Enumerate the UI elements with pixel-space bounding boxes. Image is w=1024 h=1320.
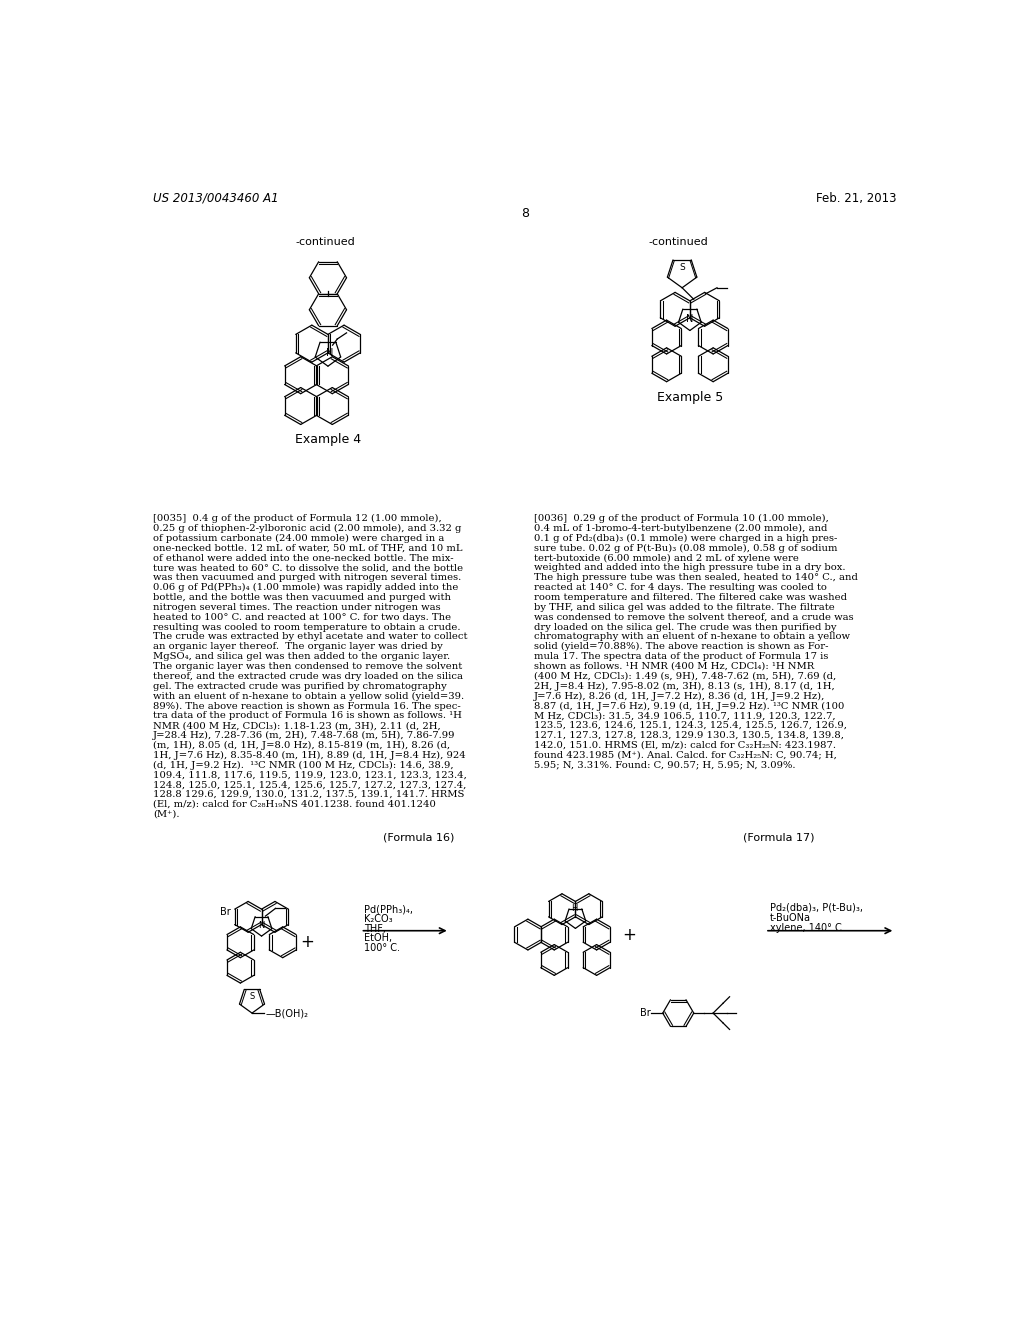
- Text: was condensed to remove the solvent thereof, and a crude was: was condensed to remove the solvent ther…: [535, 612, 854, 622]
- Text: Br: Br: [219, 907, 230, 917]
- Text: 100° C.: 100° C.: [365, 944, 400, 953]
- Text: bottle, and the bottle was then vacuumed and purged with: bottle, and the bottle was then vacuumed…: [153, 593, 451, 602]
- Text: dry loaded on the silica gel. The crude was then purified by: dry loaded on the silica gel. The crude …: [535, 623, 837, 631]
- Text: (El, m/z): calcd for C₂₈H₁₉NS 401.1238. found 401.1240: (El, m/z): calcd for C₂₈H₁₉NS 401.1238. …: [153, 800, 435, 809]
- Text: tert-butoxide (6.00 mmole) and 2 mL of xylene were: tert-butoxide (6.00 mmole) and 2 mL of x…: [535, 553, 799, 562]
- Text: MgSO₄, and silica gel was then added to the organic layer.: MgSO₄, and silica gel was then added to …: [153, 652, 450, 661]
- Text: heated to 100° C. and reacted at 100° C. for two days. The: heated to 100° C. and reacted at 100° C.…: [153, 612, 451, 622]
- Text: Pd₂(dba)₃, P(t-Bu)₃,: Pd₂(dba)₃, P(t-Bu)₃,: [770, 903, 862, 912]
- Text: Example 5: Example 5: [656, 391, 723, 404]
- Text: +: +: [623, 925, 636, 944]
- Text: 128.8 129.6, 129.9, 130.0, 131.2, 137.5, 139.1, 141.7. HRMS: 128.8 129.6, 129.9, 130.0, 131.2, 137.5,…: [153, 791, 464, 799]
- Text: H: H: [570, 904, 578, 913]
- Text: [0035]  0.4 g of the product of Formula 12 (1.00 mmole),: [0035] 0.4 g of the product of Formula 1…: [153, 515, 441, 523]
- Text: (d, 1H, J=9.2 Hz).  ¹³C NMR (100 M Hz, CDCl₃): 14.6, 38.9,: (d, 1H, J=9.2 Hz). ¹³C NMR (100 M Hz, CD…: [153, 760, 454, 770]
- Text: (400 M Hz, CDCl₃): 1.49 (s, 9H), 7.48-7.62 (m, 5H), 7.69 (d,: (400 M Hz, CDCl₃): 1.49 (s, 9H), 7.48-7.…: [535, 672, 837, 681]
- Text: —B(OH)₂: —B(OH)₂: [265, 1008, 308, 1018]
- Text: S: S: [679, 263, 685, 272]
- Text: an organic layer thereof.  The organic layer was dried by: an organic layer thereof. The organic la…: [153, 643, 442, 651]
- Text: found 423.1985 (M⁺). Anal. Calcd. for C₃₂H₂₅N: C, 90.74; H,: found 423.1985 (M⁺). Anal. Calcd. for C₃…: [535, 751, 837, 760]
- Text: (m, 1H), 8.05 (d, 1H, J=8.0 Hz), 8.15-819 (m, 1H), 8.26 (d,: (m, 1H), 8.05 (d, 1H, J=8.0 Hz), 8.15-81…: [153, 741, 450, 750]
- Text: (Formula 17): (Formula 17): [743, 833, 815, 842]
- Text: THF,: THF,: [365, 924, 386, 935]
- Text: 1H, J=7.6 Hz), 8.35-8.40 (m, 1H), 8.89 (d, 1H, J=8.4 Hz), 924: 1H, J=7.6 Hz), 8.35-8.40 (m, 1H), 8.89 (…: [153, 751, 466, 760]
- Text: t-BuONa: t-BuONa: [770, 912, 811, 923]
- Text: reacted at 140° C. for 4 days. The resulting was cooled to: reacted at 140° C. for 4 days. The resul…: [535, 583, 827, 593]
- Text: with an eluent of n-hexane to obtain a yellow solid (yield=39.: with an eluent of n-hexane to obtain a y…: [153, 692, 464, 701]
- Text: 109.4, 111.8, 117.6, 119.5, 119.9, 123.0, 123.1, 123.3, 123.4,: 109.4, 111.8, 117.6, 119.5, 119.9, 123.0…: [153, 771, 467, 779]
- Text: 8: 8: [521, 207, 528, 220]
- Text: 8.87 (d, 1H, J=7.6 Hz), 9.19 (d, 1H, J=9.2 Hz). ¹³C NMR (100: 8.87 (d, 1H, J=7.6 Hz), 9.19 (d, 1H, J=9…: [535, 701, 845, 710]
- Text: xylene, 140° C.: xylene, 140° C.: [770, 923, 845, 933]
- Text: N: N: [258, 921, 265, 929]
- Text: K₂CO₃: K₂CO₃: [365, 915, 393, 924]
- Text: J=28.4 Hz), 7.28-7.36 (m, 2H), 7.48-7.68 (m, 5H), 7.86-7.99: J=28.4 Hz), 7.28-7.36 (m, 2H), 7.48-7.68…: [153, 731, 456, 741]
- Text: +: +: [301, 933, 314, 952]
- Text: (M⁺).: (M⁺).: [153, 810, 179, 818]
- Text: N: N: [686, 314, 693, 323]
- Text: N: N: [326, 348, 333, 358]
- Text: Feb. 21, 2013: Feb. 21, 2013: [816, 191, 897, 205]
- Text: 127.1, 127.3, 127.8, 128.3, 129.9 130.3, 130.5, 134.8, 139.8,: 127.1, 127.3, 127.8, 128.3, 129.9 130.3,…: [535, 731, 844, 741]
- Text: by THF, and silica gel was added to the filtrate. The filtrate: by THF, and silica gel was added to the …: [535, 603, 835, 612]
- Text: mula 17. The spectra data of the product of Formula 17 is: mula 17. The spectra data of the product…: [535, 652, 828, 661]
- Text: The organic layer was then condensed to remove the solvent: The organic layer was then condensed to …: [153, 663, 462, 671]
- Text: 0.1 g of Pd₂(dba)₃ (0.1 mmole) were charged in a high pres-: 0.1 g of Pd₂(dba)₃ (0.1 mmole) were char…: [535, 533, 838, 543]
- Text: M Hz, CDCl₃): 31.5, 34.9 106.5, 110.7, 111.9, 120.3, 122.7,: M Hz, CDCl₃): 31.5, 34.9 106.5, 110.7, 1…: [535, 711, 836, 721]
- Text: 0.25 g of thiophen-2-ylboronic acid (2.00 mmole), and 3.32 g: 0.25 g of thiophen-2-ylboronic acid (2.0…: [153, 524, 461, 533]
- Text: solid (yield=70.88%). The above reaction is shown as For-: solid (yield=70.88%). The above reaction…: [535, 643, 828, 651]
- Text: sure tube. 0.02 g of P(t-Bu)₃ (0.08 mmole), 0.58 g of sodium: sure tube. 0.02 g of P(t-Bu)₃ (0.08 mmol…: [535, 544, 838, 553]
- Text: room temperature and filtered. The filtered cake was washed: room temperature and filtered. The filte…: [535, 593, 847, 602]
- Text: 89%). The above reaction is shown as Formula 16. The spec-: 89%). The above reaction is shown as For…: [153, 701, 461, 710]
- Text: The high pressure tube was then sealed, heated to 140° C., and: The high pressure tube was then sealed, …: [535, 573, 858, 582]
- Text: 0.4 mL of 1-bromo-4-tert-butylbenzene (2.00 mmole), and: 0.4 mL of 1-bromo-4-tert-butylbenzene (2…: [535, 524, 827, 533]
- Text: 123.5, 123.6, 124.6, 125.1, 124.3, 125.4, 125.5, 126.7, 126.9,: 123.5, 123.6, 124.6, 125.1, 124.3, 125.4…: [535, 721, 847, 730]
- Text: Example 4: Example 4: [295, 433, 361, 446]
- Text: of ethanol were added into the one-necked bottle. The mix-: of ethanol were added into the one-necke…: [153, 553, 454, 562]
- Text: 2H, J=8.4 Hz), 7.95-8.02 (m, 3H), 8.13 (s, 1H), 8.17 (d, 1H,: 2H, J=8.4 Hz), 7.95-8.02 (m, 3H), 8.13 (…: [535, 681, 835, 690]
- Text: Br: Br: [640, 1008, 650, 1018]
- Text: 0.06 g of Pd(PPh₃)₄ (1.00 mmole) was rapidly added into the: 0.06 g of Pd(PPh₃)₄ (1.00 mmole) was rap…: [153, 583, 458, 593]
- Text: S: S: [250, 993, 255, 1002]
- Text: tra data of the product of Formula 16 is shown as follows. ¹H: tra data of the product of Formula 16 is…: [153, 711, 462, 721]
- Text: -continued: -continued: [296, 236, 355, 247]
- Text: chromatography with an eluent of n-hexane to obtain a yellow: chromatography with an eluent of n-hexan…: [535, 632, 850, 642]
- Text: US 2013/0043460 A1: US 2013/0043460 A1: [153, 191, 279, 205]
- Text: NMR (400 M Hz, CDCl₃): 1.18-1.23 (m, 3H), 2.11 (d, 2H,: NMR (400 M Hz, CDCl₃): 1.18-1.23 (m, 3H)…: [153, 721, 440, 730]
- Text: one-necked bottle. 12 mL of water, 50 mL of THF, and 10 mL: one-necked bottle. 12 mL of water, 50 mL…: [153, 544, 462, 553]
- Text: [0036]  0.29 g of the product of Formula 10 (1.00 mmole),: [0036] 0.29 g of the product of Formula …: [535, 515, 829, 523]
- Text: 5.95; N, 3.31%. Found: C, 90.57; H, 5.95; N, 3.09%.: 5.95; N, 3.31%. Found: C, 90.57; H, 5.95…: [535, 760, 796, 770]
- Text: was then vacuumed and purged with nitrogen several times.: was then vacuumed and purged with nitrog…: [153, 573, 461, 582]
- Text: nitrogen several times. The reaction under nitrogen was: nitrogen several times. The reaction und…: [153, 603, 440, 612]
- Text: 142.0, 151.0. HRMS (El, m/z): calcd for C₃₂H₂₅N: 423.1987.: 142.0, 151.0. HRMS (El, m/z): calcd for …: [535, 741, 837, 750]
- Text: shown as follows. ¹H NMR (400 M Hz, CDCl₄): ¹H NMR: shown as follows. ¹H NMR (400 M Hz, CDCl…: [535, 663, 814, 671]
- Text: Pd(PPh₃)₄,: Pd(PPh₃)₄,: [365, 904, 414, 915]
- Text: -continued: -continued: [648, 236, 709, 247]
- Text: (Formula 16): (Formula 16): [383, 833, 455, 842]
- Text: resulting was cooled to room temperature to obtain a crude.: resulting was cooled to room temperature…: [153, 623, 461, 631]
- Text: gel. The extracted crude was purified by chromatography: gel. The extracted crude was purified by…: [153, 681, 446, 690]
- Text: 124.8, 125.0, 125.1, 125.4, 125.6, 125.7, 127.2, 127.3, 127.4,: 124.8, 125.0, 125.1, 125.4, 125.6, 125.7…: [153, 780, 466, 789]
- Text: The crude was extracted by ethyl acetate and water to collect: The crude was extracted by ethyl acetate…: [153, 632, 467, 642]
- Text: J=7.6 Hz), 8.26 (d, 1H, J=7.2 Hz), 8.36 (d, 1H, J=9.2 Hz),: J=7.6 Hz), 8.26 (d, 1H, J=7.2 Hz), 8.36 …: [535, 692, 825, 701]
- Text: ture was heated to 60° C. to dissolve the solid, and the bottle: ture was heated to 60° C. to dissolve th…: [153, 564, 463, 573]
- Text: EtOH,: EtOH,: [365, 933, 392, 944]
- Text: of potassium carbonate (24.00 mmole) were charged in a: of potassium carbonate (24.00 mmole) wer…: [153, 533, 444, 543]
- Text: weighted and added into the high pressure tube in a dry box.: weighted and added into the high pressur…: [535, 564, 846, 573]
- Text: thereof, and the extracted crude was dry loaded on the silica: thereof, and the extracted crude was dry…: [153, 672, 463, 681]
